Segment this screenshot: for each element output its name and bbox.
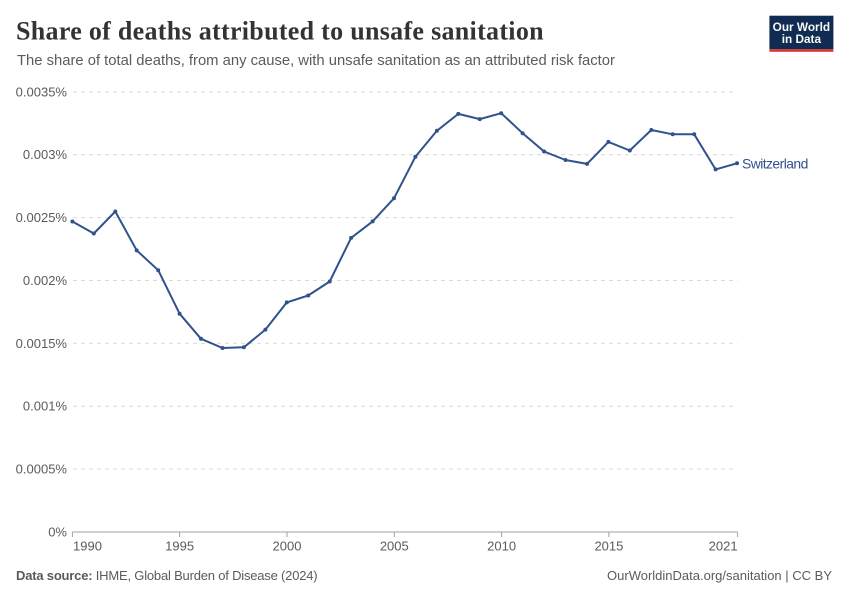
svg-text:0.0005%: 0.0005%: [16, 462, 68, 477]
svg-text:0%: 0%: [48, 525, 67, 540]
svg-text:2010: 2010: [487, 539, 516, 554]
svg-text:0.0015%: 0.0015%: [16, 336, 68, 351]
svg-text:Switzerland: Switzerland: [742, 155, 808, 171]
svg-text:0.001%: 0.001%: [23, 399, 68, 414]
svg-text:in Data: in Data: [782, 32, 822, 46]
svg-text:1995: 1995: [165, 539, 194, 554]
svg-text:Our World: Our World: [773, 20, 830, 34]
svg-text:1990: 1990: [73, 539, 102, 554]
svg-text:0.003%: 0.003%: [23, 147, 68, 162]
svg-text:0.002%: 0.002%: [23, 273, 68, 288]
svg-text:2005: 2005: [380, 539, 409, 554]
svg-text:2015: 2015: [594, 539, 623, 554]
svg-text:0.0025%: 0.0025%: [16, 210, 68, 225]
svg-text:The share of total deaths, fro: The share of total deaths, from any caus…: [17, 53, 615, 69]
svg-text:Share of deaths attributed to: Share of deaths attributed to unsafe san…: [16, 16, 544, 45]
svg-text:2000: 2000: [273, 539, 302, 554]
svg-text:OurWorldinData.org/sanitation: OurWorldinData.org/sanitation | CC BY: [607, 568, 832, 583]
svg-text:0.0035%: 0.0035%: [16, 84, 68, 99]
svg-text:Data source: IHME, Global Burd: Data source: IHME, Global Burden of Dise…: [16, 568, 317, 583]
svg-text:2021: 2021: [709, 539, 738, 554]
